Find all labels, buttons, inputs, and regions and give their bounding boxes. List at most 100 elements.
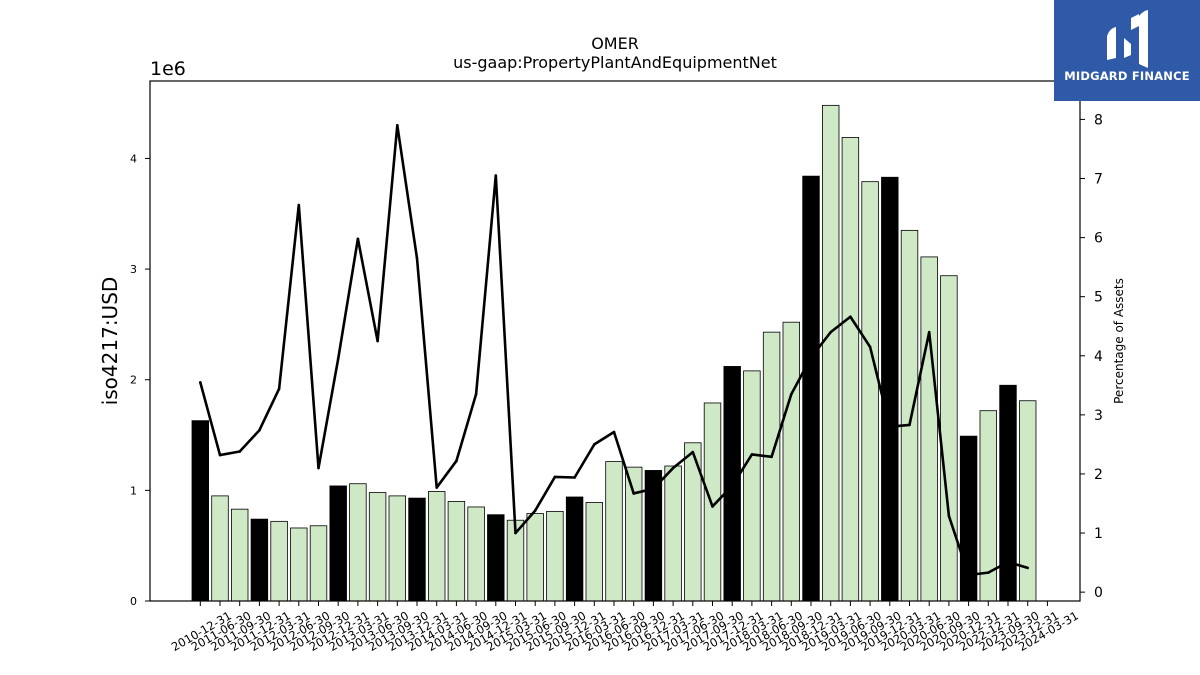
line-point-2016-06-30 (612, 430, 616, 434)
bar-2019-03-31 (822, 104, 840, 602)
line-point-2016-12-31 (652, 487, 655, 491)
bar-2016-03-31 (585, 502, 604, 602)
y2-tick-label: 0 (1094, 585, 1103, 601)
chart-subtitle: us-gaap:PropertyPlantAndEquipmentNet (453, 53, 777, 72)
midgard-finance-logo: MIDGARD FINANCE (1054, 0, 1200, 101)
line-point-2014-09-30 (474, 392, 478, 396)
bar-2012-09-30 (309, 525, 328, 602)
chart-title: OMER (591, 34, 639, 53)
line-point-2013-09-30 (396, 124, 399, 127)
line-point-2011-09-30 (238, 450, 241, 453)
line-point-2010-12-31 (199, 381, 202, 384)
bar-2014-03-31 (427, 491, 446, 602)
line-point-2014-06-30 (455, 459, 458, 463)
line-point-2014-03-31 (435, 486, 439, 489)
line-point-2019-06-30 (849, 315, 852, 319)
line-point-2012-12-31 (336, 357, 340, 361)
bar-2015-09-30 (546, 510, 564, 602)
line-point-2023-09-30 (1006, 560, 1010, 564)
y-tick-label: 1 (130, 484, 137, 497)
line-point-2018-12-31 (809, 356, 813, 359)
bar-2013-03-31 (349, 483, 367, 602)
y-tick-label: 2 (130, 374, 137, 387)
logo-mark-icon (1107, 10, 1148, 68)
bar-2018-03-31 (743, 370, 761, 602)
bar-2013-09-30 (388, 495, 407, 602)
line-point-2011-06-30 (218, 453, 222, 457)
bar-2011-09-30 (230, 508, 249, 602)
bar-2018-09-30 (782, 321, 801, 602)
line-point-2012-09-30 (317, 466, 320, 470)
line-point-2017-03-31 (671, 466, 675, 470)
axes: 012340123456782010-12-312011-06-302011-0… (130, 80, 1103, 654)
bar-2014-12-31 (487, 514, 505, 602)
bar-2023-09-30 (999, 384, 1017, 602)
line-point-2017-12-31 (730, 484, 734, 488)
line-point-2017-06-30 (691, 450, 695, 454)
y2-tick-label: 7 (1094, 172, 1103, 188)
y-axis-offset: 1e6 (150, 58, 186, 80)
bar-2019-06-30 (841, 137, 860, 602)
bar-2014-06-30 (447, 501, 466, 602)
y2-tick-label: 5 (1094, 290, 1103, 306)
line-point-2015-12-31 (573, 476, 576, 479)
bar-2015-12-31 (565, 496, 584, 602)
plot-frame (149, 80, 1081, 602)
line-point-2019-09-30 (868, 345, 872, 349)
y2-tick-label: 8 (1094, 112, 1103, 128)
y-tick-label: 3 (130, 263, 137, 276)
line-point-2020-03-31 (908, 423, 911, 427)
line-point-2020-12-31 (967, 573, 970, 577)
line-point-2020-09-30 (947, 514, 951, 518)
y2-tick-label: 3 (1094, 408, 1103, 424)
bar-2011-06-30 (211, 495, 229, 602)
y2-tick-label: 1 (1094, 526, 1103, 542)
bar-2010-12-31 (191, 420, 210, 602)
line-point-2013-03-31 (356, 237, 360, 241)
line-point-2019-12-31 (888, 425, 892, 428)
line-point-2012-03-31 (277, 387, 281, 391)
bars (191, 104, 1037, 602)
line-point-2018-03-31 (750, 453, 754, 456)
bar-2012-06-30 (290, 527, 308, 602)
y-tick-label: 0 (130, 595, 137, 608)
bar-2020-09-30 (940, 275, 958, 602)
bar-2019-12-31 (881, 176, 899, 602)
y2-axis-label: Percentage of Assets (1112, 278, 1126, 404)
line-point-2014-12-31 (494, 174, 498, 177)
y2-tick-label: 6 (1094, 231, 1103, 247)
line-point-2015-06-30 (533, 509, 537, 512)
line-point-2016-09-30 (632, 492, 635, 495)
bar-2013-12-31 (408, 497, 426, 602)
line-point-2018-09-30 (790, 392, 793, 396)
line-point-2016-03-31 (593, 443, 596, 446)
line-point-2011-12-31 (258, 428, 261, 432)
y-axis-label: iso4217:USD (98, 277, 122, 406)
bar-2013-06-30 (368, 492, 387, 602)
line-point-2023-12-31 (1026, 566, 1029, 570)
line-point-2015-09-30 (553, 475, 557, 479)
line-point-2018-06-30 (770, 455, 773, 459)
bar-2014-09-30 (467, 506, 485, 602)
bar-2012-03-31 (270, 520, 288, 602)
bar-2018-06-30 (762, 331, 781, 602)
logo-text: MIDGARD FINANCE (1064, 69, 1190, 83)
line-point-2012-06-30 (297, 203, 301, 207)
percentage-line (199, 124, 1029, 577)
bar-2016-09-30 (625, 466, 643, 602)
bar-2018-12-31 (802, 175, 820, 602)
bar-2023-12-31 (1019, 400, 1037, 602)
y2-tick-label: 2 (1094, 467, 1103, 483)
bar-2016-06-30 (605, 461, 623, 602)
line-point-2013-06-30 (376, 339, 379, 343)
bar-2017-03-31 (664, 465, 682, 602)
bar-2020-03-31 (900, 229, 919, 602)
bar-2011-12-31 (250, 518, 269, 602)
line-point-2017-09-30 (711, 505, 714, 508)
bar-2015-06-30 (526, 513, 544, 602)
line-point-2015-03-31 (514, 531, 517, 535)
line-point-2013-12-31 (415, 256, 419, 260)
y-tick-label: 4 (130, 152, 137, 165)
y2-tick-label: 4 (1094, 349, 1103, 365)
